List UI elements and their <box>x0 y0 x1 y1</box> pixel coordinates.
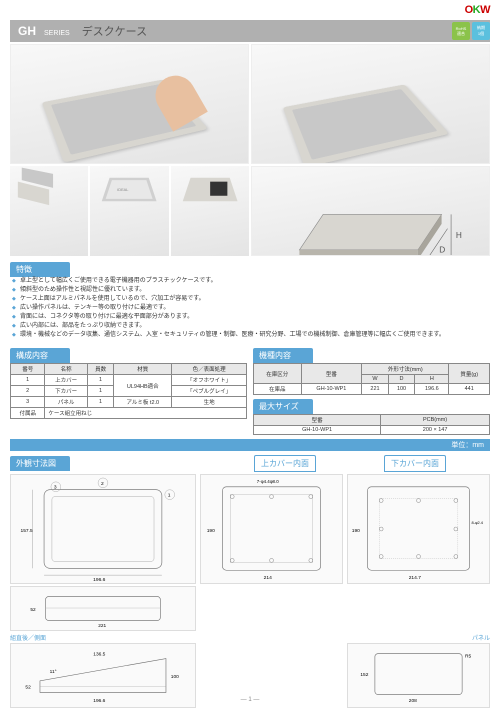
outline-header: 外観寸法図 <box>10 456 70 471</box>
drawing-outline-front: 221 52 <box>10 586 196 631</box>
dim: 196.6 <box>93 577 106 583</box>
topcover-header: 上カバー内面 <box>254 455 316 472</box>
photo-keypad <box>171 166 249 256</box>
dim: 100 <box>171 674 179 680</box>
dim: 190 <box>352 528 360 534</box>
table-row: 3パネル1アルミ板 t2.0生地 <box>11 397 247 408</box>
col-hdr: 質量(g) <box>449 364 490 384</box>
dim: 214.7 <box>409 575 422 581</box>
dim: R5 <box>465 654 471 660</box>
feature-item: ケース上面はアルミパネルを使用しているので、穴加工が容易です。 <box>12 295 490 304</box>
table-row: GH-10-WP1200 × 147 <box>254 426 490 435</box>
badge-stock: 納期 1個 <box>472 22 490 40</box>
models-table: 在庫区分 型番 外形寸法(mm) 質量(g) W D H 在庫品GH-10-WP… <box>253 363 490 395</box>
dim: 136.5 <box>93 652 105 658</box>
photo-grid: iDEAL W H D <box>10 44 490 256</box>
composition-table: 番号 名称 員数 材質 色／表面処理 1上カバー1UL94HB適合「オフホワイト… <box>10 363 247 419</box>
dim-d: D <box>439 244 445 254</box>
feature-item: 広い操作パネルは、テンキー等の取り付けに最適です。 <box>12 304 490 313</box>
col-hdr: 型番 <box>301 364 362 384</box>
photo-iso-dims: W H D <box>251 166 490 256</box>
features-header: 特徴 <box>10 262 70 277</box>
feature-item: 環境・機械などのデータ収集、通信システム、入室・セキュリティの管理・制御、医療・… <box>12 331 490 340</box>
dim: 52 <box>25 685 31 691</box>
col-hdr: 番号 <box>11 364 45 375</box>
title-jp: デスクケース <box>82 23 147 39</box>
panel-header: パネル <box>347 633 490 642</box>
col-hdr: 外形寸法(mm) <box>362 364 449 375</box>
dim-h: H <box>456 230 462 240</box>
table-row: 付属品ケース組立用ねじ <box>11 408 247 419</box>
photo-branded: iDEAL <box>90 166 168 256</box>
dim: 7-φ4.4φ8.0 <box>257 479 279 484</box>
sub-col: H <box>415 375 449 384</box>
feature-item: 背面には、コネクタ等の取り付けに最適な平面部分があります。 <box>12 313 490 322</box>
dim: 52 <box>30 607 36 613</box>
photo-main-plain <box>251 44 490 164</box>
svg-text:1: 1 <box>168 493 171 499</box>
photo-open <box>10 166 88 256</box>
col-hdr: 色／表面処理 <box>172 364 247 375</box>
col-hdr: 員数 <box>87 364 113 375</box>
dim: 214 <box>264 575 272 581</box>
table-row: 1上カバー1UL94HB適合「オフホワイト」 <box>11 375 247 386</box>
badges: RoHS 適合 納期 1個 <box>452 22 490 40</box>
col-hdr: 名称 <box>45 364 87 375</box>
maxsize-table: 型番PCB(mm) GH-10-WP1200 × 147 <box>253 414 490 435</box>
svg-text:2: 2 <box>101 481 104 487</box>
feature-item: 傾斜型のため操作性と視認性に優れています。 <box>12 286 490 295</box>
dim: 208 <box>409 698 417 704</box>
composition-block: 構成内容 番号 名称 員数 材質 色／表面処理 1上カバー1UL94HB適合「オ… <box>10 344 247 435</box>
drawing-panel: 208 152 R5 <box>347 643 490 708</box>
dim: 190 <box>207 528 215 534</box>
models-header: 機種内容 <box>253 348 313 363</box>
series-sub: SERIES <box>44 30 70 37</box>
svg-text:3: 3 <box>54 485 57 491</box>
col-hdr: 在庫区分 <box>254 364 302 384</box>
side-header: 組直後／側面 <box>10 633 196 642</box>
col-hdr: PCB(mm) <box>381 415 490 426</box>
drawing-outline-top: 3 2 1 196.6 157.5 <box>10 474 196 584</box>
col-hdr: 材質 <box>114 364 172 375</box>
badge-sub: 1個 <box>478 31 484 37</box>
dim: 11° <box>50 669 57 675</box>
col-hdr: 型番 <box>254 415 381 426</box>
feature-item: 広い内部には、部品をたっぷり収納できます。 <box>12 322 490 331</box>
badge-rohs: RoHS 適合 <box>452 22 470 40</box>
feature-item: 卓上型として幅広くご使用できる電子機器用のプラスチックケースです。 <box>12 277 490 286</box>
drawing-bottom-cover: 214.7 190 8-φ2.4 <box>347 474 490 584</box>
maxsize-header: 最大サイズ <box>253 399 313 414</box>
sub-col: W <box>362 375 389 384</box>
botcover-header: 下カバー内面 <box>384 455 446 472</box>
badge-sub: 適合 <box>457 31 465 37</box>
dim: 221 <box>98 623 106 629</box>
dim: 152 <box>360 672 368 678</box>
models-block: 機種内容 在庫区分 型番 外形寸法(mm) 質量(g) W D H 在庫品GH-… <box>253 344 490 435</box>
drawing-side: 52 100 196.6 136.5 11° <box>10 643 196 708</box>
dim: 8-φ2.4 <box>472 520 484 525</box>
svg-text:iDEAL: iDEAL <box>118 187 130 192</box>
table-row: 在庫品GH-10-WP1221100196.6441 <box>254 384 490 395</box>
features-list: 卓上型として幅広くご使用できる電子機器用のプラスチックケースです。 傾斜型のため… <box>10 277 490 340</box>
dim: 196.6 <box>93 698 105 704</box>
title-bar: GH SERIES デスクケース <box>10 20 490 42</box>
unit-bar: 単位：mm <box>10 439 490 451</box>
sub-col: D <box>388 375 415 384</box>
drawing-top-cover: 7-φ4.4φ8.0 214 190 <box>200 474 343 584</box>
composition-header: 構成内容 <box>10 348 70 363</box>
brand-logo: OKW <box>465 4 490 16</box>
page-number: — 1 — <box>241 697 260 703</box>
photo-main-hand <box>10 44 249 164</box>
dim: 157.5 <box>20 528 33 534</box>
series-name: GH <box>18 24 36 38</box>
